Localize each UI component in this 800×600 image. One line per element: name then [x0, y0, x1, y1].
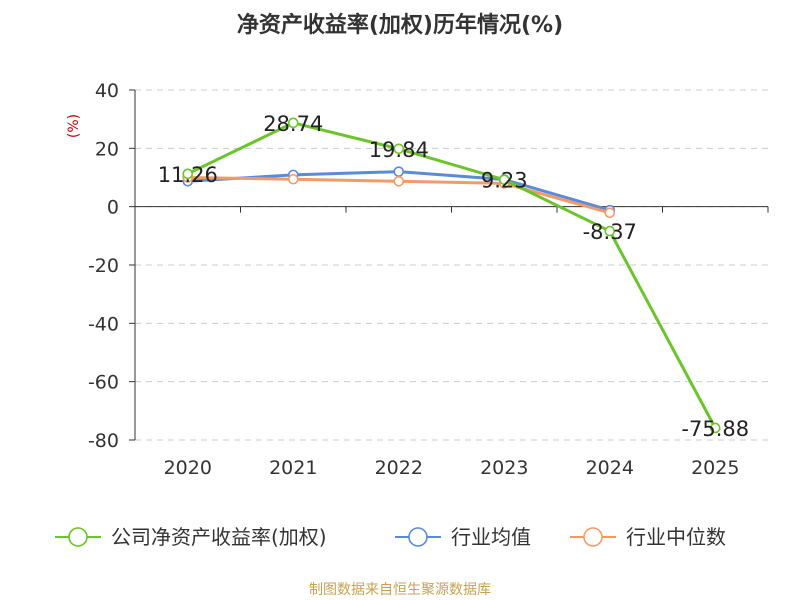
data-point[interactable]: [604, 207, 616, 219]
y-tick-label: -20: [88, 255, 119, 277]
data-point[interactable]: [287, 173, 299, 185]
x-tick-label: 2024: [586, 457, 634, 479]
legend[interactable]: 公司净资产收益率(加权) 行业均值 行业中位数: [55, 525, 726, 549]
data-label: 9.23: [481, 169, 528, 193]
axes: 40 20 0 -20 -40 -60 -80 2020 2021 2022 2023 2024 202…: [88, 80, 769, 479]
legend-item-1[interactable]: 行业均值: [395, 525, 531, 549]
legend-marker: [408, 527, 428, 547]
data-label: 19.84: [369, 138, 429, 162]
legend-item-0[interactable]: 公司净资产收益率(加权): [55, 525, 327, 549]
series-2: [182, 172, 616, 219]
y-tick-label: -60: [88, 372, 119, 394]
y-tick-label: -40: [88, 313, 119, 335]
data-label: 11.26: [158, 163, 218, 187]
y-tick-label: 20: [95, 138, 119, 160]
y-tick-label: 40: [95, 80, 119, 102]
x-tick-label: 2023: [480, 457, 528, 479]
source-note: 制图数据来自恒生聚源数据库: [309, 582, 491, 598]
legend-label: 公司净资产收益率(加权): [111, 525, 327, 549]
series-line: [187, 121, 717, 429]
series-1: [182, 166, 616, 216]
x-tick-label: 2021: [269, 457, 317, 479]
y-tick-label: -80: [88, 430, 119, 452]
chart-title: 净资产收益率(加权)历年情况(%): [237, 12, 563, 38]
x-tick-label: 2020: [164, 457, 212, 479]
data-point[interactable]: [604, 225, 616, 237]
y-tick-label: 0: [107, 197, 119, 219]
data-label: -75.88: [681, 417, 749, 441]
data-point[interactable]: [498, 174, 510, 186]
data-point[interactable]: [709, 422, 721, 434]
y-axis-label: (%): [66, 114, 82, 138]
series-group: 11.26 28.74 19.84 9.23 -8.37 -75.88: [158, 112, 749, 441]
data-point[interactable]: [393, 175, 405, 187]
data-point[interactable]: [393, 166, 405, 177]
data-label: 28.74: [263, 112, 323, 136]
data-label: -8.37: [583, 220, 637, 244]
legend-label: 行业均值: [451, 525, 531, 549]
series-0: 11.26 28.74 19.84 9.23 -8.37 -75.88: [158, 112, 749, 441]
legend-marker: [583, 527, 603, 547]
legend-label: 行业中位数: [626, 525, 726, 549]
data-point[interactable]: [393, 143, 405, 155]
x-tick-label: 2022: [375, 457, 423, 479]
x-tick-label: 2025: [691, 457, 739, 479]
data-point[interactable]: [287, 117, 299, 129]
legend-marker: [68, 527, 88, 547]
legend-item-2[interactable]: 行业中位数: [570, 525, 726, 549]
data-point[interactable]: [182, 168, 194, 180]
grid: [135, 89, 768, 441]
